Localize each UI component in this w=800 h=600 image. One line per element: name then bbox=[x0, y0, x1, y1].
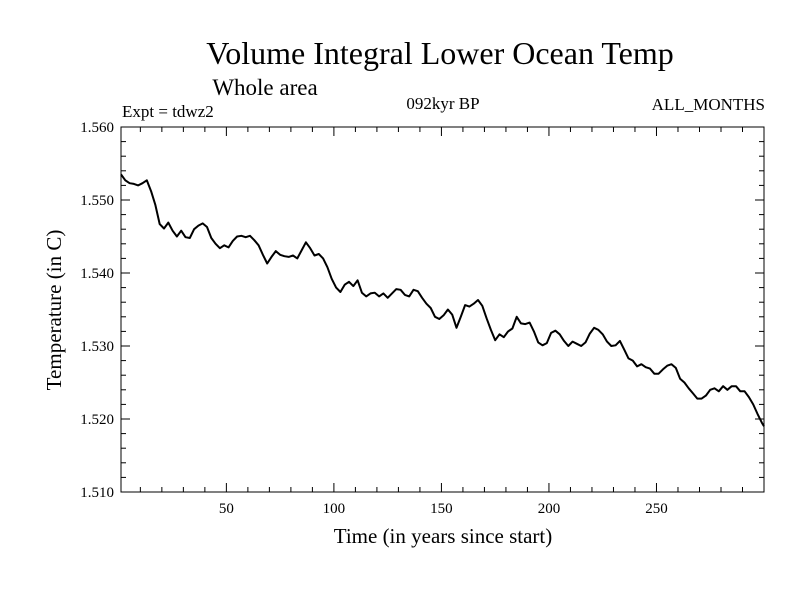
x-tick-labels: 50 100 150 200 250 bbox=[219, 501, 668, 517]
x-tick-label: 200 bbox=[538, 501, 561, 517]
y-tick-label: 1.510 bbox=[80, 485, 114, 501]
chart-subtitle: Whole area bbox=[212, 75, 317, 100]
y-tick-label: 1.520 bbox=[80, 412, 114, 428]
y-tick-label: 1.530 bbox=[80, 339, 114, 355]
y-tick-labels: 1.510 1.520 1.530 1.540 1.550 1.560 bbox=[80, 120, 114, 501]
experiment-label: Expt = tdwz2 bbox=[122, 102, 214, 121]
temperature-series-line bbox=[120, 173, 765, 427]
chart-title: Volume Integral Lower Ocean Temp bbox=[206, 35, 674, 71]
y-tick-label: 1.560 bbox=[80, 120, 114, 136]
y-tick-label: 1.540 bbox=[80, 266, 114, 282]
period-label: 092kyr BP bbox=[406, 94, 479, 113]
months-label: ALL_MONTHS bbox=[652, 95, 765, 114]
x-tick-label: 100 bbox=[323, 501, 346, 517]
x-tick-label: 250 bbox=[645, 501, 668, 517]
axis-ticks bbox=[121, 126, 764, 493]
x-tick-label: 150 bbox=[430, 501, 453, 517]
plot-frame bbox=[120, 126, 765, 493]
y-axis-label: Temperature (in C) bbox=[42, 230, 66, 391]
x-tick-label: 50 bbox=[219, 501, 234, 517]
x-axis-label: Time (in years since start) bbox=[334, 524, 553, 548]
y-tick-label: 1.550 bbox=[80, 193, 114, 209]
